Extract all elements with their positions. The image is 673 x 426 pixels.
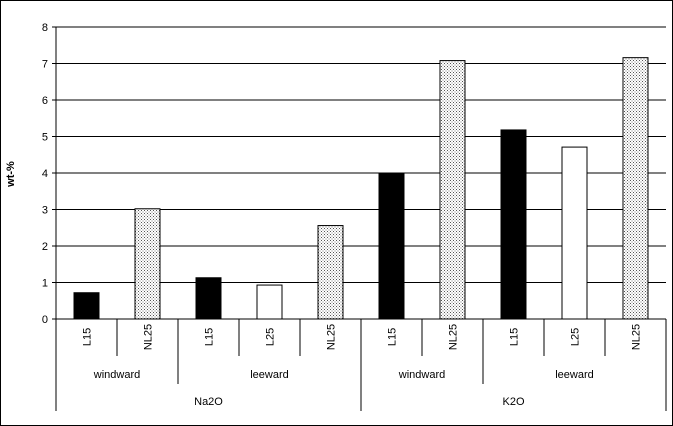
- bar: [256, 284, 283, 320]
- y-tick-label: 0: [42, 314, 48, 326]
- bar: [439, 60, 466, 320]
- side-group-label: windward: [93, 369, 140, 381]
- sample-label: L15: [204, 328, 216, 346]
- axis-labels: 0 1 2 3 4 5 6 7 8 L15 NL25 L15 L25 NL25 L15 NL25 L15 L25 N…: [42, 22, 643, 408]
- axes: [52, 26, 667, 411]
- y-tick-label: 5: [42, 132, 48, 144]
- side-group-label: leeward: [250, 369, 289, 381]
- bar: [73, 292, 100, 320]
- sample-label: L15: [82, 328, 94, 346]
- sample-label: NL25: [448, 324, 460, 350]
- side-group-label: leeward: [555, 369, 594, 381]
- oxide-group-label: K2O: [502, 396, 524, 408]
- side-group-label: windward: [398, 369, 445, 381]
- bar: [317, 225, 344, 320]
- y-tick-label: 4: [42, 168, 48, 180]
- sample-label: L25: [570, 328, 582, 346]
- y-axis-title: wt-%: [5, 161, 17, 188]
- bar: [561, 146, 588, 320]
- bar: [378, 173, 405, 320]
- sample-label: L15: [509, 328, 521, 346]
- bar: [622, 57, 649, 320]
- sample-label: NL25: [143, 324, 155, 350]
- y-tick-label: 2: [42, 241, 48, 253]
- sample-label: L15: [387, 328, 399, 346]
- sample-label: NL25: [326, 324, 338, 350]
- bar: [500, 129, 527, 320]
- y-tick-label: 3: [42, 205, 48, 217]
- y-tick-label: 6: [42, 95, 48, 107]
- bar: [195, 277, 222, 320]
- oxide-group-label: Na2O: [194, 396, 223, 408]
- y-tick-label: 8: [42, 22, 48, 34]
- sample-label: L25: [265, 328, 277, 346]
- y-tick-label: 1: [42, 278, 48, 290]
- bars: [73, 57, 649, 320]
- bar: [134, 208, 161, 320]
- y-tick-label: 7: [42, 59, 48, 71]
- sample-label: NL25: [631, 324, 643, 350]
